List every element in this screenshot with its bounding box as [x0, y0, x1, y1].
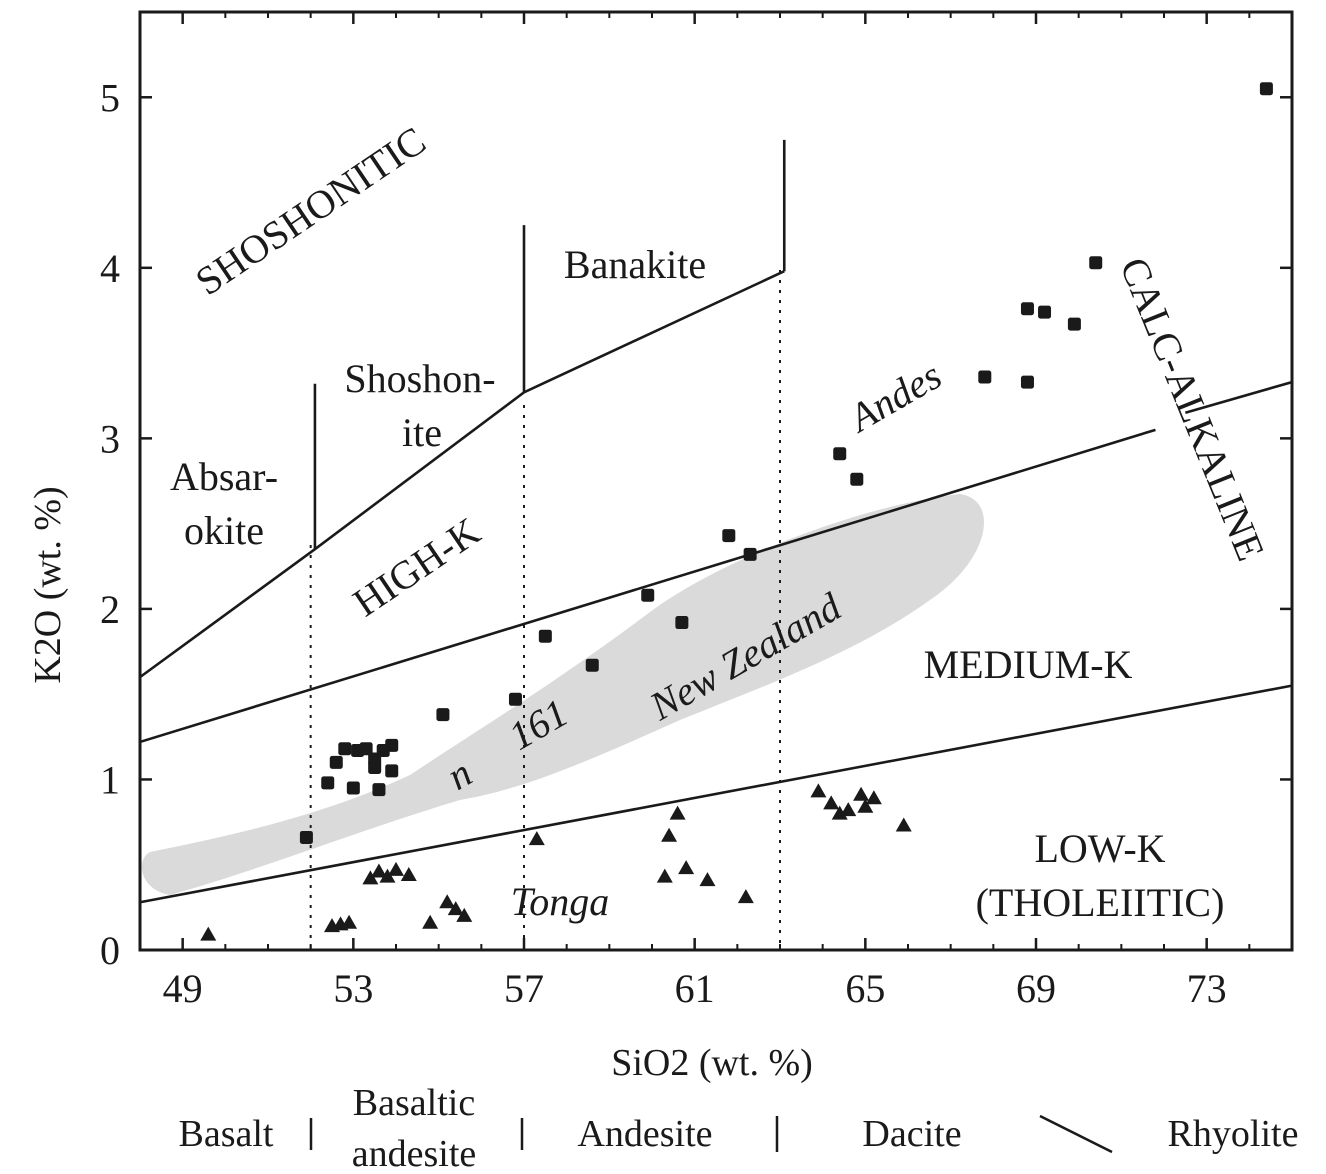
andes-point — [368, 761, 382, 775]
tonga-point — [823, 795, 840, 810]
label-absarokite-1: Absar- — [170, 454, 278, 499]
y-tick-label: 0 — [100, 928, 120, 973]
y-tick-label: 2 — [100, 587, 120, 632]
high-k-medium-k-boundary-end — [1184, 380, 1293, 415]
rock-basaltic-andesite-2: andesite — [352, 1133, 477, 1174]
andes-point — [299, 830, 313, 844]
label-shoshonitic: SHOSHONITIC — [187, 118, 433, 304]
shoshonitic-high-k-boundary — [139, 270, 785, 679]
tonga-point — [422, 914, 439, 929]
medium-k-low-k-boundary — [139, 684, 1293, 904]
tonga-point — [737, 889, 754, 904]
label-high-k: HIGH-K — [345, 508, 488, 625]
rock-basaltic-andesite-1: Basaltic — [353, 1082, 475, 1124]
andes-point — [743, 547, 757, 561]
label-low-k-2: (THOLEIITIC) — [976, 880, 1225, 925]
y-tick-label: 4 — [100, 246, 120, 291]
label-shoshonite-1: Shoshon- — [344, 356, 495, 401]
label-medium-k: MEDIUM-K — [924, 642, 1133, 687]
andes-point — [338, 742, 352, 756]
tonga-point — [669, 805, 686, 820]
y-tick-label: 3 — [100, 416, 120, 461]
tonga-point — [656, 868, 673, 883]
x-tick-label: 49 — [163, 966, 203, 1011]
label-shoshonite-2: ite — [402, 410, 442, 455]
andes-point — [1020, 375, 1034, 389]
tonga-point — [447, 901, 464, 916]
x-tick-label: 65 — [845, 966, 885, 1011]
andes-point — [722, 529, 736, 543]
tonga-point — [840, 802, 857, 817]
tonga-point — [439, 894, 456, 909]
andes-point — [833, 447, 847, 461]
label-andes: Andes — [839, 352, 949, 441]
tonga-point — [895, 817, 912, 832]
andes-point — [346, 781, 360, 795]
andes-point — [436, 708, 450, 722]
x-tick-label: 73 — [1187, 966, 1227, 1011]
label-absarokite-2: okite — [184, 508, 264, 553]
new-zealand-field — [141, 494, 984, 895]
y-tick-label: 1 — [100, 757, 120, 802]
andes-point — [1038, 305, 1052, 319]
rock-rhyolite: Rhyolite — [1168, 1113, 1299, 1155]
tonga-point — [865, 790, 882, 805]
andes-point — [1089, 256, 1103, 270]
label-tonga: Tonga — [511, 879, 610, 924]
x-axis-title: SiO2 (wt. %) — [611, 1042, 813, 1084]
tonga-point — [528, 831, 545, 846]
tonga-point — [388, 861, 404, 876]
separator-dacite-rhyolite — [1039, 1114, 1113, 1154]
tonga-point — [370, 863, 387, 878]
andes-point — [329, 755, 343, 769]
tonga-point — [678, 860, 695, 875]
tonga-point — [341, 914, 358, 929]
rock-basalt: Basalt — [179, 1113, 274, 1155]
tonga-point — [857, 798, 874, 813]
rock-dacite: Dacite — [862, 1113, 961, 1155]
label-calc-alkaline: CALC-ALKALINE — [1111, 251, 1273, 567]
andes-point — [585, 658, 599, 672]
tonga-point — [661, 827, 678, 842]
x-tick-label: 69 — [1016, 966, 1056, 1011]
tonga-point — [810, 783, 827, 798]
tonga-point — [456, 907, 473, 922]
andes-point — [385, 764, 399, 778]
andes-point — [372, 783, 386, 797]
andes-point — [641, 588, 655, 602]
tonga-point — [699, 872, 716, 887]
x-tick-label: 57 — [504, 966, 544, 1011]
x-tick-label: 53 — [333, 966, 373, 1011]
andes-point — [538, 629, 552, 643]
plot-frame — [138, 10, 1294, 952]
andes-point — [351, 743, 365, 757]
andes-point — [1020, 302, 1034, 316]
rock-andesite: Andesite — [577, 1113, 712, 1155]
x-tick-label: 61 — [675, 966, 715, 1011]
y-axis-title: K2O (wt. %) — [27, 486, 69, 683]
y-tick-label: 5 — [100, 75, 120, 120]
label-banakite: Banakite — [564, 242, 706, 287]
andes-point — [1259, 82, 1273, 96]
andes-point — [508, 692, 522, 706]
andes-point — [321, 776, 335, 790]
andes-point — [1067, 317, 1081, 331]
andes-point — [675, 616, 689, 630]
andes-point — [978, 370, 992, 384]
tonga-point — [853, 786, 870, 801]
tonga-point — [379, 868, 396, 883]
tonga-point — [400, 866, 417, 881]
high-k-medium-k-boundary — [139, 428, 1156, 744]
tonga-point — [362, 870, 379, 885]
label-low-k-1: LOW-K — [1034, 826, 1165, 871]
andes-point — [850, 472, 864, 486]
tonga-point — [200, 926, 217, 941]
